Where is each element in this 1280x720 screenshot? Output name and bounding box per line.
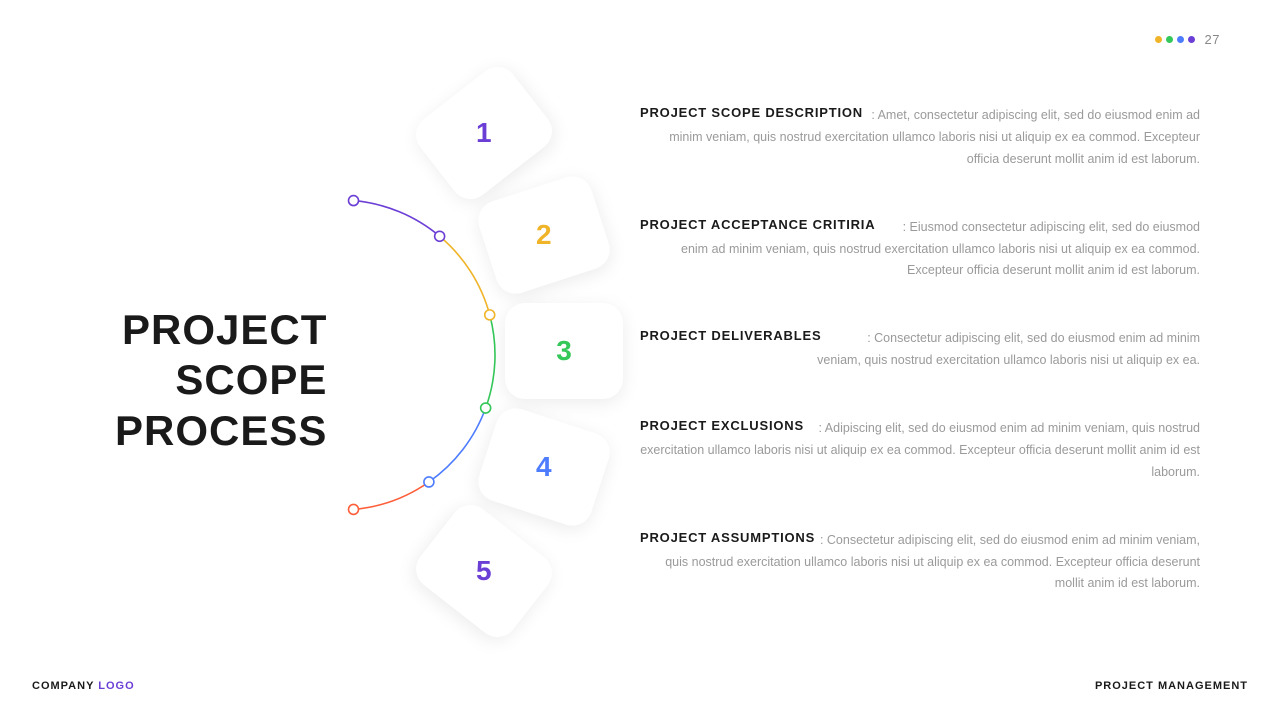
scope-item-2: PROJECT ACCEPTANCE CRITIRIA : Eiusmod co… bbox=[640, 217, 1200, 283]
scope-item-1: PROJECT SCOPE DESCRIPTION : Amet, consec… bbox=[640, 105, 1200, 171]
item-title: PROJECT ASSUMPTIONS bbox=[640, 530, 815, 545]
scope-item-4: PROJECT EXCLUSIONS : Adipiscing elit, se… bbox=[640, 418, 1200, 484]
footer-label: PROJECT MANAGEMENT bbox=[1095, 680, 1248, 692]
scope-item-3: PROJECT DELIVERABLES : Consectetur adipi… bbox=[640, 328, 1200, 372]
dot-1 bbox=[1155, 36, 1162, 43]
footer-logo-text: LOGO bbox=[98, 680, 134, 692]
arc-diagram: 1 2 3 4 5 bbox=[280, 75, 640, 635]
page-indicator: 27 bbox=[1155, 32, 1220, 47]
page-number: 27 bbox=[1205, 32, 1220, 47]
footer-company: COMPANY bbox=[32, 680, 98, 692]
dot-2 bbox=[1166, 36, 1173, 43]
dot-4 bbox=[1188, 36, 1195, 43]
petal-3: 3 bbox=[505, 303, 623, 399]
footer-logo: COMPANY LOGO bbox=[32, 680, 135, 692]
item-list: PROJECT SCOPE DESCRIPTION : Amet, consec… bbox=[640, 105, 1200, 641]
item-body: : Consectetur adipiscing elit, sed do ei… bbox=[817, 331, 1200, 367]
petal-number: 5 bbox=[476, 555, 492, 587]
dot-3 bbox=[1177, 36, 1184, 43]
slide: 27 PROJECT SCOPE PROCESS 12345 PROJECT S… bbox=[0, 0, 1280, 720]
petal-number: 4 bbox=[536, 451, 552, 483]
petal-number: 3 bbox=[556, 335, 572, 367]
item-title: PROJECT EXCLUSIONS bbox=[640, 418, 804, 433]
petal-number: 2 bbox=[536, 219, 552, 251]
item-title: PROJECT DELIVERABLES bbox=[640, 328, 821, 343]
scope-item-5: PROJECT ASSUMPTIONS : Consectetur adipis… bbox=[640, 530, 1200, 596]
item-title: PROJECT ACCEPTANCE CRITIRIA bbox=[640, 217, 875, 232]
petal-number: 1 bbox=[476, 117, 492, 149]
item-title: PROJECT SCOPE DESCRIPTION bbox=[640, 105, 863, 120]
